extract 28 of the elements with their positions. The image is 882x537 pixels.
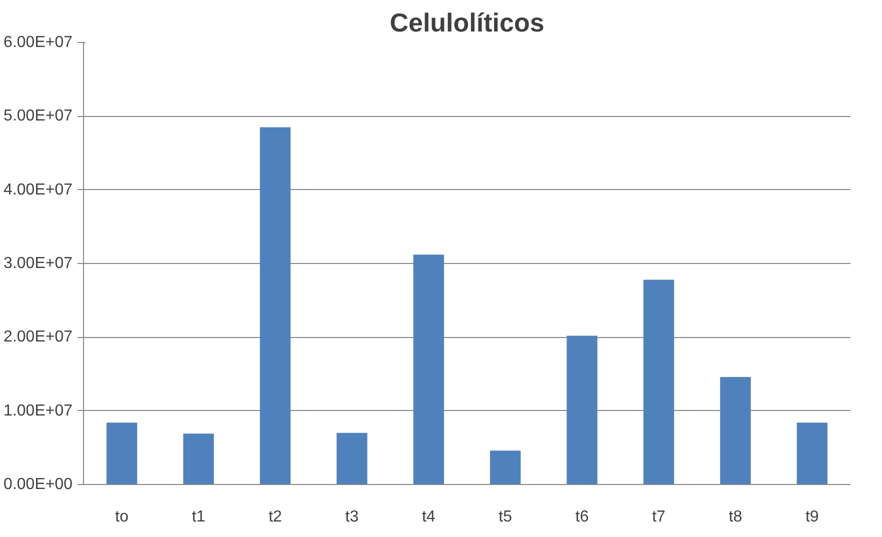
y-tick-label: 2.00E+07 bbox=[4, 328, 73, 346]
bar bbox=[183, 434, 214, 484]
y-tick-label: 3.00E+07 bbox=[4, 255, 73, 272]
x-tick-label: t9 bbox=[805, 508, 819, 526]
y-tick-label: 4.00E+07 bbox=[4, 181, 73, 198]
bar bbox=[336, 432, 368, 484]
x-tick-label: t6 bbox=[575, 508, 589, 526]
x-tick-label: t5 bbox=[498, 508, 512, 526]
bar bbox=[260, 127, 291, 484]
bar bbox=[643, 280, 674, 484]
x-tick-label: t3 bbox=[345, 508, 359, 526]
bar bbox=[490, 450, 521, 484]
bar bbox=[796, 422, 828, 484]
x-tick-label: t8 bbox=[728, 508, 742, 526]
bar bbox=[106, 422, 138, 484]
bar bbox=[566, 336, 598, 484]
x-tick-label: t4 bbox=[422, 508, 436, 526]
y-tick-label: 0.00E+00 bbox=[4, 476, 73, 493]
x-tick-label: t1 bbox=[192, 508, 206, 526]
x-tick-label: t7 bbox=[652, 508, 666, 526]
y-tick-label: 5.00E+07 bbox=[4, 108, 73, 125]
x-tick-label: t2 bbox=[268, 508, 282, 526]
bar bbox=[413, 254, 444, 484]
y-tick-label: 1.00E+07 bbox=[4, 402, 73, 420]
y-tick-label: 6.00E+07 bbox=[4, 34, 73, 51]
chart-title: Celulolíticos bbox=[390, 8, 544, 38]
bar bbox=[720, 376, 751, 484]
x-tick-label: to bbox=[115, 508, 129, 526]
